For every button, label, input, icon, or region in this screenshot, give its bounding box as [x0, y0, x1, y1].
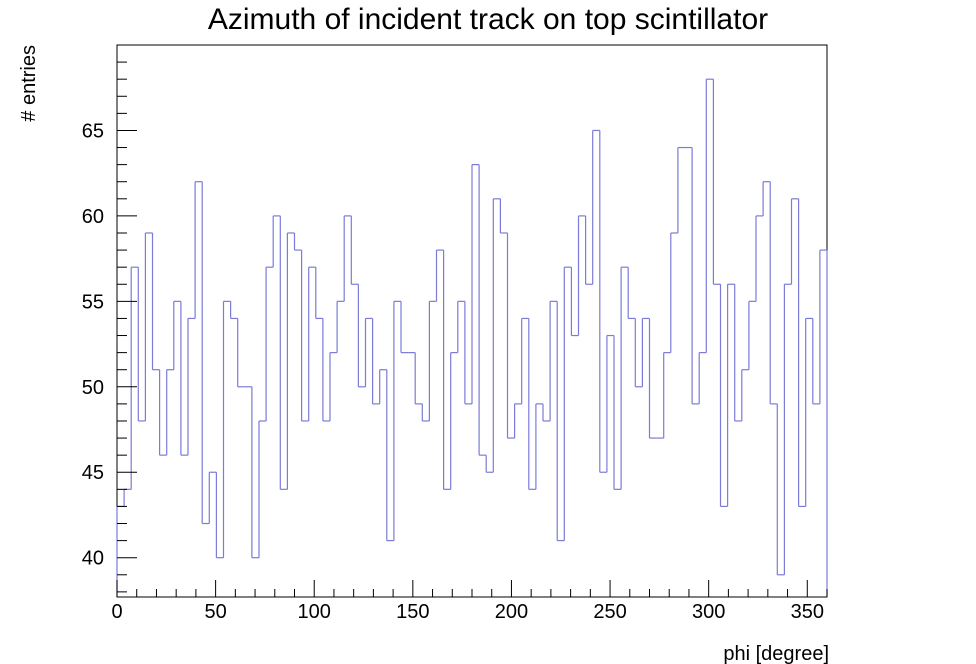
y-axis-label: # entries — [18, 45, 40, 122]
y-axis: 40 45 50 55 60 65 — [82, 61, 137, 593]
x-axis-label: phi [degree] — [723, 643, 829, 664]
x-tick-label: 50 — [204, 601, 226, 623]
y-tick-label: 55 — [82, 291, 104, 313]
y-tick-label: 40 — [82, 548, 104, 570]
histogram-layer — [116, 78, 828, 597]
y-tick-label: 45 — [82, 462, 104, 484]
x-axis: 0 50 100 150 200 250 300 350 — [111, 580, 828, 623]
chart-title: Azimuth of incident track on top scintil… — [208, 3, 768, 36]
x-tick-label: 350 — [791, 601, 824, 623]
x-tick-label: 150 — [396, 601, 429, 623]
x-tick-label: 0 — [111, 601, 122, 623]
y-tick-label: 60 — [82, 206, 104, 228]
x-tick-label: 300 — [692, 601, 725, 623]
y-tick-label: 50 — [82, 377, 104, 399]
x-tick-label: 100 — [298, 601, 331, 623]
x-tick-label: 250 — [593, 601, 626, 623]
x-tick-label: 200 — [495, 601, 528, 623]
y-tick-label: 65 — [82, 120, 104, 142]
